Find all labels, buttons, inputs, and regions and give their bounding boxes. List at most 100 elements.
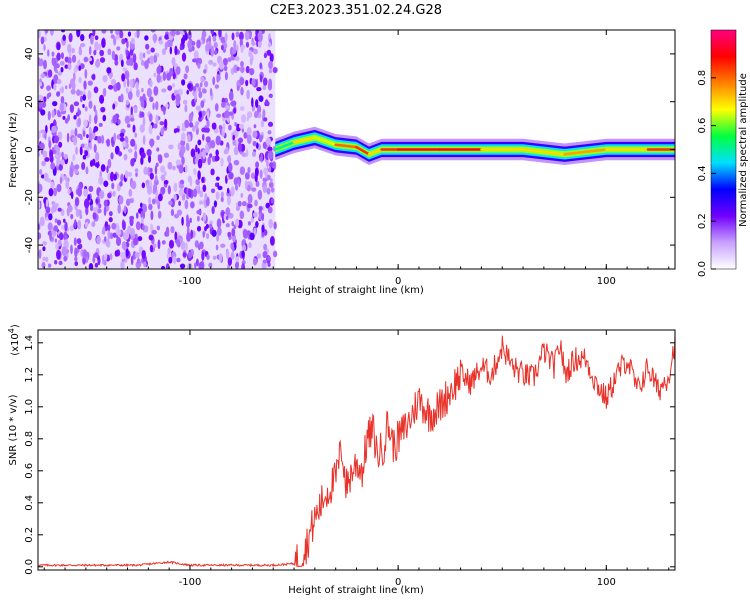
noise-speckle (227, 188, 230, 194)
noise-speckle (150, 210, 153, 220)
noise-speckle (150, 173, 154, 180)
noise-speckle (233, 135, 235, 141)
noise-speckle (266, 160, 269, 168)
colorbar-tick-label: 0.2 (697, 213, 708, 229)
noise-speckle (169, 240, 174, 249)
noise-speckle (220, 244, 225, 248)
noise-speckle (195, 83, 199, 87)
noise-speckle (261, 135, 263, 140)
noise-speckle (199, 190, 203, 197)
noise-speckle (253, 258, 257, 266)
noise-speckle (135, 82, 138, 90)
noise-speckle (238, 179, 241, 187)
noise-speckle (57, 220, 61, 226)
noise-speckle (155, 114, 158, 124)
noise-speckle (78, 77, 81, 83)
noise-speckle (174, 46, 177, 56)
noise-speckle (93, 207, 98, 213)
noise-speckle (181, 241, 185, 249)
noise-speckle (109, 73, 112, 79)
noise-speckle (149, 124, 153, 134)
colorbar-tick-label: 0.4 (697, 165, 708, 181)
noise-speckle (229, 91, 234, 101)
noise-speckle (172, 83, 175, 88)
noise-speckle (131, 106, 133, 115)
noise-speckle (241, 114, 246, 123)
noise-speckle (214, 200, 217, 207)
noise-speckle (216, 191, 220, 200)
noise-speckle (238, 138, 243, 144)
noise-speckle (240, 210, 245, 219)
noise-speckle (240, 106, 245, 111)
noise-speckle (199, 241, 204, 249)
noise-speckle (239, 124, 244, 129)
noise-speckle (101, 135, 104, 144)
noise-speckle (260, 169, 263, 178)
noise-speckle (104, 236, 106, 242)
noise-speckle (68, 205, 73, 213)
noise-speckle (144, 35, 148, 41)
noise-speckle (125, 170, 128, 178)
noise-speckle (98, 176, 103, 184)
noise-speckle (197, 140, 201, 146)
noise-speckle (196, 106, 201, 111)
noise-speckle (202, 185, 206, 192)
noise-speckle (90, 35, 94, 45)
noise-speckle (149, 96, 153, 102)
noise-speckle (143, 53, 145, 59)
noise-speckle (156, 163, 159, 167)
noise-speckle (50, 26, 54, 36)
noise-speckle (69, 168, 73, 177)
noise-speckle (61, 52, 64, 59)
noise-speckle (228, 257, 232, 266)
noise-speckle (181, 127, 186, 131)
noise-speckle (61, 225, 65, 230)
noise-speckle (187, 40, 192, 49)
noise-speckle (111, 34, 115, 38)
noise-speckle (213, 35, 217, 42)
noise-speckle (84, 199, 89, 209)
noise-speckle (95, 163, 100, 167)
noise-speckle (143, 261, 147, 267)
noise-speckle (124, 205, 127, 213)
noise-speckle (273, 222, 276, 230)
noise-speckle (268, 150, 273, 159)
noise-speckle (273, 251, 277, 258)
noise-speckle (210, 169, 214, 176)
y-tick-label: 40 (24, 48, 35, 61)
noise-speckle (235, 218, 239, 227)
noise-speckle (228, 172, 233, 179)
noise-speckle (168, 144, 173, 149)
noise-speckle (263, 260, 268, 264)
noise-speckle (64, 234, 67, 239)
noise-speckle (110, 152, 113, 159)
noise-speckle (254, 111, 259, 117)
noise-speckle (95, 152, 99, 161)
noise-speckle (67, 44, 71, 53)
noise-speckle (184, 73, 188, 79)
noise-speckle (80, 136, 83, 140)
noise-speckle (128, 91, 133, 100)
noise-speckle (150, 48, 154, 53)
noise-speckle (108, 85, 113, 90)
noise-speckle (196, 210, 201, 214)
noise-speckle (52, 110, 55, 118)
noise-speckle (235, 262, 239, 269)
noise-speckle (50, 162, 55, 170)
noise-speckle (76, 209, 80, 217)
noise-speckle (225, 32, 228, 42)
noise-speckle (124, 230, 129, 240)
noise-speckle (248, 50, 252, 57)
noise-speckle (69, 33, 73, 42)
noise-speckle (106, 67, 111, 73)
noise-speckle (180, 45, 183, 50)
noise-speckle (91, 221, 95, 227)
noise-speckle (248, 242, 251, 248)
noise-speckle (57, 53, 61, 61)
noise-speckle (39, 82, 42, 87)
noise-speckle (170, 30, 175, 36)
noise-speckle (75, 197, 79, 206)
noise-speckle (214, 42, 218, 49)
noise-speckle (90, 205, 93, 212)
